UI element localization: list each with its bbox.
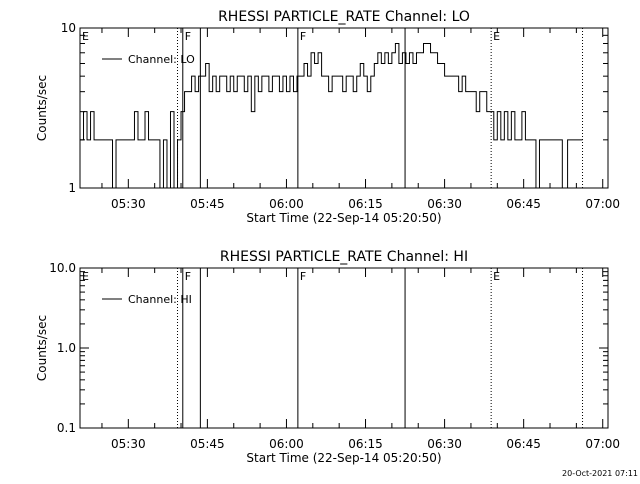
x-tick-label: 06:45 xyxy=(506,437,541,451)
x-tick-label: 06:15 xyxy=(348,197,383,211)
panel-lo: RHESSI PARTICLE_RATE Channel: LO E F F E Chan… xyxy=(35,9,620,225)
marker-label: F xyxy=(185,270,191,283)
x-tick-label: 06:00 xyxy=(269,197,304,211)
marker-label: E xyxy=(493,30,500,43)
y-tick-label: 1.0 xyxy=(57,341,76,355)
marker-label: F xyxy=(300,30,306,43)
marker-label: E xyxy=(82,30,89,43)
series-line-channel-lo xyxy=(80,43,583,189)
x-tick-label: 06:45 xyxy=(506,197,541,211)
x-tick-label: 05:45 xyxy=(190,437,225,451)
y-axis-label: Counts/sec xyxy=(35,75,49,141)
x-tick-label: 06:15 xyxy=(348,437,383,451)
plot-frame xyxy=(79,267,609,429)
y-axis-label: Counts/sec xyxy=(35,315,49,381)
y-tick-label: 10.0 xyxy=(49,261,76,275)
x-tick-label: 05:30 xyxy=(111,197,146,211)
y-tick-label: 1 xyxy=(68,181,76,195)
marker-label: F xyxy=(185,30,191,43)
x-tick-label: 06:30 xyxy=(427,197,462,211)
x-axis-label: Start Time (22-Sep-14 05:20:50) xyxy=(246,211,441,225)
x-tick-label: 07:00 xyxy=(585,437,620,451)
timestamp-label: 20-Oct-2021 07:11 xyxy=(562,469,638,478)
x-tick-label: 06:00 xyxy=(269,437,304,451)
x-axis-label: Start Time (22-Sep-14 05:20:50) xyxy=(246,451,441,465)
chart-title: RHESSI PARTICLE_RATE Channel: LO xyxy=(218,9,470,25)
legend: Channel: LO xyxy=(102,53,195,66)
x-tick-label: 06:30 xyxy=(427,437,462,451)
x-tick-label: 05:45 xyxy=(190,197,225,211)
y-tick-label: 10 xyxy=(61,21,76,35)
marker-label: F xyxy=(300,270,306,283)
plot-frame xyxy=(79,27,609,189)
x-tick-label: 05:30 xyxy=(111,437,146,451)
y-tick-label: 0.1 xyxy=(57,421,76,435)
marker-label: E xyxy=(82,270,89,283)
marker-label: E xyxy=(493,270,500,283)
chart-title: RHESSI PARTICLE_RATE Channel: HI xyxy=(220,249,468,265)
legend-entry: Channel: LO xyxy=(128,53,195,66)
legend-entry: Channel: HI xyxy=(128,293,192,306)
legend: Channel: HI xyxy=(102,293,192,306)
panel-hi: RHESSI PARTICLE_RATE Channel: HI E F F E Chan… xyxy=(35,249,620,465)
x-tick-label: 07:00 xyxy=(585,197,620,211)
